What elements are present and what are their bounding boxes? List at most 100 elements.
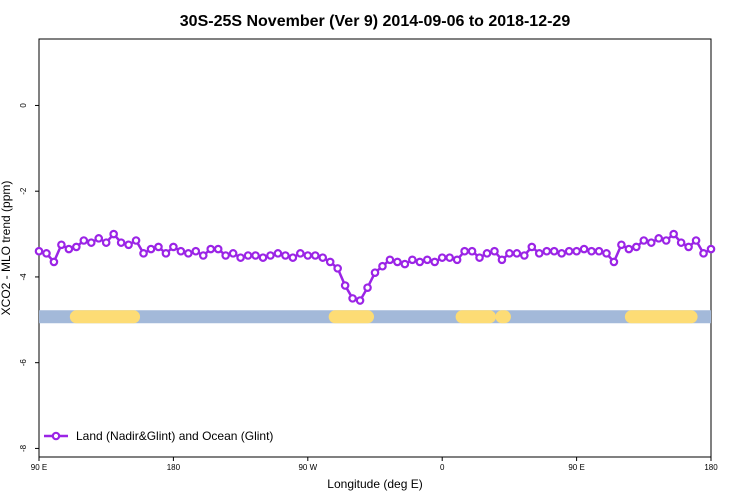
- data-point: [542, 246, 552, 256]
- data-point: [139, 249, 148, 258]
- data-point: [385, 255, 395, 265]
- data-point: [124, 240, 133, 250]
- legend-marker: [51, 431, 61, 441]
- data-point: [594, 246, 604, 256]
- data-point: [430, 257, 440, 267]
- data-point: [624, 244, 634, 254]
- x-tick-label: 0: [440, 463, 445, 472]
- series-layer: [34, 229, 716, 305]
- data-point: [86, 238, 96, 247]
- legend-label: Land (Nadir&Glint) and Ocean (Glint): [76, 429, 273, 443]
- data-point: [691, 236, 701, 245]
- x-tick-label: 90 E: [31, 463, 47, 472]
- data-point: [206, 244, 216, 254]
- data-point: [221, 251, 230, 260]
- data-point: [161, 249, 171, 258]
- data-point: [669, 229, 678, 239]
- data-point: [527, 242, 537, 252]
- data-point: [505, 249, 514, 258]
- data-point: [79, 236, 89, 245]
- data-point: [632, 242, 641, 252]
- data-point: [646, 238, 656, 247]
- data-point: [72, 242, 81, 252]
- data-point: [370, 268, 380, 277]
- data-point: [512, 249, 522, 258]
- data-point: [325, 257, 335, 267]
- data-point: [348, 294, 357, 303]
- x-tick-label: 90 E: [568, 463, 584, 472]
- data-point: [258, 253, 268, 262]
- data-point: [549, 246, 559, 256]
- data-point: [617, 240, 626, 250]
- data-point: [251, 251, 260, 260]
- series-line-0: [38, 232, 712, 302]
- data-point: [415, 257, 425, 267]
- x-axis-label: Longitude (deg E): [327, 477, 422, 491]
- data-point: [116, 238, 126, 247]
- data-point: [654, 234, 664, 243]
- data-point: [699, 249, 708, 258]
- x-tick-label: 180: [704, 463, 718, 472]
- y-axis: 0 -2 -4 -6 -8: [19, 103, 39, 452]
- data-point: [198, 251, 208, 260]
- y-tick-label: -8: [19, 444, 28, 452]
- data-point: [676, 238, 686, 247]
- data-point: [497, 255, 507, 265]
- data-point: [706, 244, 716, 254]
- data-point: [684, 242, 693, 252]
- data-point: [602, 249, 611, 258]
- data-point: [408, 255, 417, 265]
- data-point: [557, 249, 566, 258]
- data-point: [467, 246, 477, 256]
- data-point: [460, 246, 469, 256]
- data-point: [475, 253, 484, 262]
- y-tick-label: 0: [19, 103, 28, 108]
- data-point: [243, 251, 253, 260]
- chart-title: 30S-25S November (Ver 9) 2014-09-06 to 2…: [180, 13, 571, 30]
- data-point: [579, 244, 589, 254]
- data-point: [131, 236, 141, 245]
- y-tick-label: -4: [19, 273, 28, 281]
- data-point: [333, 264, 342, 273]
- data-point: [288, 253, 298, 262]
- data-point: [281, 251, 290, 260]
- data-point: [639, 236, 649, 245]
- data-point: [296, 249, 305, 258]
- data-point: [169, 242, 178, 252]
- data-point: [310, 251, 320, 260]
- data-point: [42, 249, 51, 258]
- data-point: [64, 244, 74, 254]
- data-point: [109, 229, 118, 239]
- y-axis-label: XCO2 - MLO trend (ppm): [0, 181, 13, 316]
- data-point: [534, 249, 544, 258]
- data-point: [191, 246, 201, 256]
- data-point: [318, 253, 328, 262]
- x-axis: 90 E 180 90 W 0 90 E 180: [31, 457, 718, 472]
- y-tick-label: -6: [19, 359, 28, 367]
- data-point: [340, 281, 350, 290]
- data-point: [34, 246, 44, 256]
- data-point: [520, 251, 529, 260]
- data-point: [94, 234, 104, 243]
- data-point: [228, 249, 238, 258]
- data-point: [154, 242, 163, 252]
- data-point: [355, 296, 365, 305]
- data-point: [176, 246, 186, 256]
- data-point: [587, 246, 596, 256]
- data-point: [400, 259, 410, 269]
- data-point: [184, 249, 193, 258]
- data-point: [57, 240, 66, 250]
- x-tick-label: 90 W: [298, 463, 317, 472]
- data-point: [609, 257, 619, 267]
- data-point: [378, 261, 387, 271]
- data-point: [490, 246, 499, 256]
- data-point: [303, 251, 313, 260]
- data-point: [482, 249, 492, 258]
- data-point: [146, 244, 156, 254]
- x-tick-label: 180: [167, 463, 181, 472]
- data-point: [445, 253, 454, 262]
- data-point: [236, 253, 245, 262]
- data-point: [572, 246, 581, 256]
- data-point: [101, 238, 111, 247]
